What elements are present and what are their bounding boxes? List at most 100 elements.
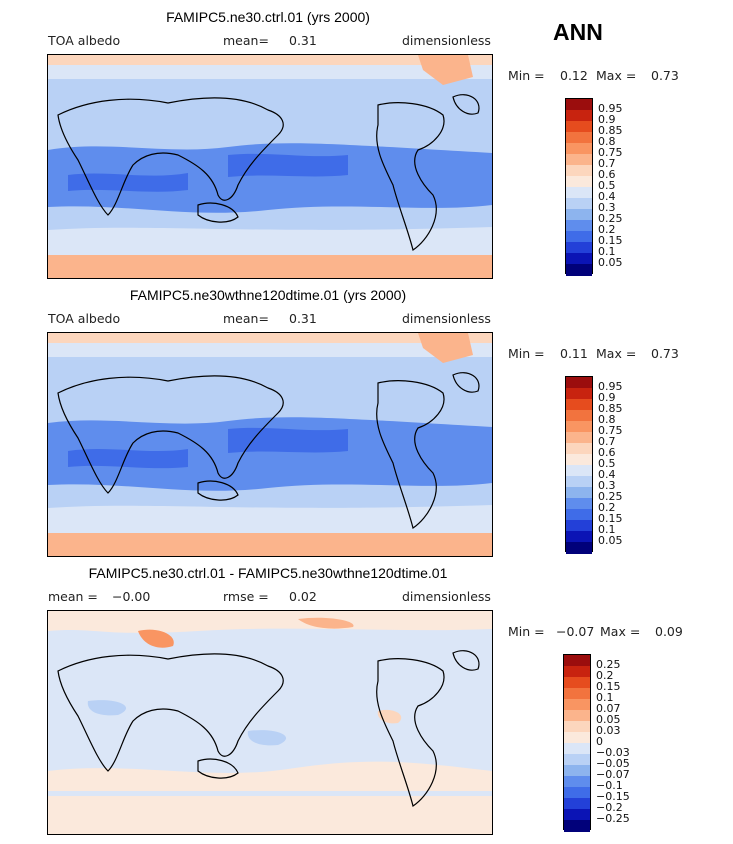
colorbar-swatch [564, 677, 590, 689]
colorbar-tick-label: 0.85 [598, 402, 623, 415]
panel-2-units: dimensionless [402, 311, 491, 326]
colorbar-swatch [566, 110, 592, 122]
season-label: ANN [553, 19, 603, 45]
colorbar-tick-label: 0.75 [598, 424, 623, 437]
panel-3-mean-label: mean = [48, 589, 98, 604]
colorbar-tick-label: 0.25 [596, 658, 621, 671]
colorbar-swatch [566, 176, 592, 188]
colorbar-swatch [566, 242, 592, 254]
colorbar-swatch [566, 531, 592, 543]
panel-1-map-field [48, 55, 492, 278]
colorbar-swatch [566, 231, 592, 243]
colorbar-swatch [564, 820, 590, 832]
panel-3-min-value: −0.07 [556, 624, 595, 639]
colorbar-swatch [566, 99, 592, 111]
colorbar-tick-label: 0.3 [598, 201, 616, 214]
colorbar-swatch [566, 220, 592, 232]
colorbar-swatch [566, 443, 592, 455]
panel-2-map-field [48, 333, 492, 556]
panel-2-mean-value: 0.31 [289, 311, 317, 326]
colorbar-tick-label: 0.03 [596, 724, 621, 737]
colorbar-swatch [566, 476, 592, 488]
panel-1-units: dimensionless [402, 33, 491, 48]
colorbar-swatch [564, 732, 590, 744]
colorbar-tick-label: 0.8 [598, 135, 616, 148]
panel-2-min-value: 0.11 [560, 346, 588, 361]
panel-1-min-label: Min = [508, 68, 545, 83]
colorbar-swatch [564, 666, 590, 678]
colorbar-tick-label: 0.5 [598, 457, 616, 470]
panel-1-mean-label: mean= [223, 33, 269, 48]
colorbar-swatch [566, 377, 592, 389]
colorbar-swatch [564, 721, 590, 733]
panel-2-max-label: Max = [596, 346, 637, 361]
colorbar-tick-label: 0.1 [598, 523, 616, 536]
panel-3-max-value: 0.09 [655, 624, 683, 639]
colorbar-tick-label: −0.1 [596, 779, 623, 792]
colorbar-swatch [564, 655, 590, 667]
colorbar-swatch [566, 421, 592, 433]
colorbar-tick-label: 0.6 [598, 168, 616, 181]
colorbar-tick-label: 0.4 [598, 468, 616, 481]
colorbar-tick-label: −0.2 [596, 801, 623, 814]
colorbar-swatch [566, 388, 592, 400]
panel-3-mean-value: −0.00 [112, 589, 151, 604]
colorbar-tick-label: 0.25 [598, 490, 623, 503]
colorbar-tick-label: 0.2 [598, 223, 616, 236]
colorbar-tick-label: 0.15 [596, 680, 621, 693]
colorbar-tick-label: 0.85 [598, 124, 623, 137]
colorbar-swatch [566, 154, 592, 166]
colorbar-swatch [566, 399, 592, 411]
panel-3-units: dimensionless [402, 589, 491, 604]
colorbar-tick-label: 0.25 [598, 212, 623, 225]
panel-3-min-label: Min = [508, 624, 545, 639]
colorbar-tick-label: 0.2 [598, 501, 616, 514]
panel-1-max-label: Max = [596, 68, 637, 83]
colorbar-swatch [564, 809, 590, 821]
colorbar-tick-label: 0.9 [598, 113, 616, 126]
panel-3-rmse-value: 0.02 [289, 589, 317, 604]
panel-2-mean-label: mean= [223, 311, 269, 326]
colorbar-tick-label: 0.05 [598, 256, 623, 269]
panel-2-colorbar [565, 376, 593, 554]
panel-3-colorbar [563, 654, 591, 832]
colorbar-swatch [564, 776, 590, 788]
colorbar-tick-label: 0.5 [598, 179, 616, 192]
colorbar-swatch [566, 143, 592, 155]
colorbar-tick-label: −0.07 [596, 768, 630, 781]
colorbar-swatch [566, 498, 592, 510]
colorbar-tick-label: 0.1 [598, 245, 616, 258]
colorbar-swatch [564, 787, 590, 799]
colorbar-tick-label: 0.1 [596, 691, 614, 704]
panel-1-colorbar [565, 98, 593, 276]
colorbar-swatch [566, 264, 592, 276]
colorbar-swatch [566, 187, 592, 199]
colorbar-tick-label: 0.7 [598, 157, 616, 170]
panel-2-max-value: 0.73 [651, 346, 679, 361]
panel-2-min-label: Min = [508, 346, 545, 361]
colorbar-tick-label: 0.95 [598, 102, 623, 115]
panel-2-variable-label: TOA albedo [48, 311, 121, 326]
colorbar-tick-label: 0.15 [598, 234, 623, 247]
panel-1-max-value: 0.73 [651, 68, 679, 83]
colorbar-tick-label: 0.05 [598, 534, 623, 547]
panel-3-map-field [48, 611, 492, 834]
colorbar-tick-label: 0.9 [598, 391, 616, 404]
colorbar-swatch [564, 743, 590, 755]
colorbar-swatch [564, 754, 590, 766]
colorbar-tick-label: 0.15 [598, 512, 623, 525]
panel-1-mean-value: 0.31 [289, 33, 317, 48]
colorbar-tick-label: 0.3 [598, 479, 616, 492]
colorbar-swatch [566, 209, 592, 221]
colorbar-swatch [566, 509, 592, 521]
panel-2-title: FAMIPC5.ne30wthne120dtime.01 (yrs 2000) [129, 287, 407, 303]
panel-2-map [47, 332, 493, 557]
colorbar-tick-label: 0.95 [598, 380, 623, 393]
panel-1-min-value: 0.12 [560, 68, 588, 83]
panel-3-rmse-label: rmse = [223, 589, 269, 604]
colorbar-swatch [564, 688, 590, 700]
colorbar-swatch [566, 165, 592, 177]
colorbar-swatch [566, 520, 592, 532]
colorbar-tick-label: 0.2 [596, 669, 614, 682]
colorbar-tick-label: 0.6 [598, 446, 616, 459]
